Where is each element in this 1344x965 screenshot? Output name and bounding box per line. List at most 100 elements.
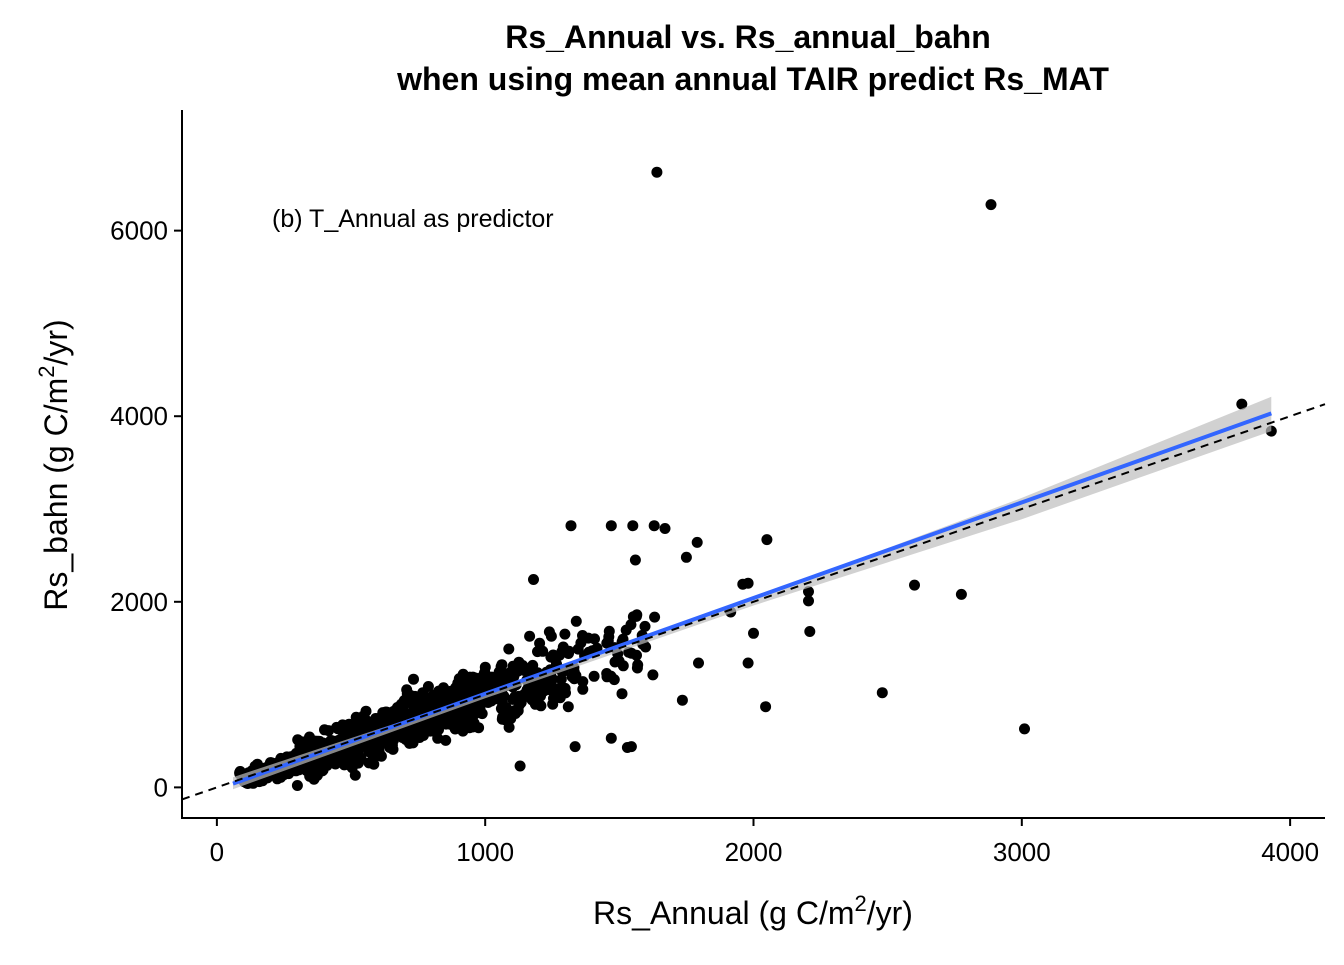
data-point [464,671,476,683]
data-point [569,741,581,753]
data-point [479,661,491,673]
data-point [291,780,303,791]
y-tick-label: 6000 [110,216,168,246]
data-point [415,704,427,716]
data-point [319,724,330,736]
x-axis-ticks: 0 1000 2000 3000 4000 [210,818,1319,867]
y-tick-label: 2000 [110,587,168,617]
chart-subtitle: when using mean annual TAIR predict Rs_M… [396,61,1109,97]
data-point [448,709,460,721]
data-point [560,687,571,699]
data-point [570,615,582,627]
y-tick-label: 4000 [110,401,168,431]
y-axis-title-superscript: 2 [34,365,59,377]
one-to-one-line [181,403,1326,801]
data-point [680,551,692,563]
data-point [251,760,262,771]
data-point [505,713,517,725]
data-point [647,669,659,681]
data-point [760,701,772,713]
data-point [473,722,485,734]
data-point [803,586,814,598]
data-point [742,657,754,669]
data-point [609,656,621,668]
data-point [603,625,615,637]
x-axis-title-main: Rs_Annual (g C/m [593,895,854,931]
data-point [514,760,526,772]
data-point [538,682,549,694]
data-point [503,721,515,733]
data-point [625,741,637,753]
data-point [352,757,364,769]
data-point [605,732,617,744]
x-tick-label: 1000 [456,837,514,867]
data-point [420,718,432,730]
data-point [503,643,515,655]
data-point [955,588,967,600]
data-point [440,734,452,746]
data-point [589,633,600,645]
y-axis-title-main: Rs_bahn (g C/m [38,378,74,611]
data-point [341,723,353,734]
data-point [537,645,549,657]
data-point [424,700,436,712]
data-point [351,723,363,735]
data-point [513,699,525,711]
data-point [648,520,660,532]
data-point [530,689,542,701]
data-point [380,706,392,718]
x-tick-label: 2000 [725,837,783,867]
data-point [616,688,628,700]
data-point [562,701,574,713]
x-tick-label: 3000 [993,837,1051,867]
data-point [384,736,396,748]
data-point [304,731,315,743]
x-tick-label: 4000 [1261,837,1319,867]
data-point [292,734,304,746]
data-point [519,691,531,703]
data-point [300,764,312,776]
data-point [570,670,582,681]
data-point [676,694,688,706]
data-point [357,710,369,722]
y-axis-title: Rs_bahn (g C/m2/yr) [34,319,74,610]
confidence-band [233,396,1272,790]
data-point [605,520,617,532]
data-point [468,701,480,713]
data-point [490,672,502,684]
data-point [405,737,417,748]
data-point [308,773,320,785]
data-point [547,698,559,710]
data-point [512,665,524,677]
data-point [617,660,629,672]
data-point [524,630,536,642]
data-point [985,199,997,211]
data-point [372,713,384,724]
data-point [691,536,703,548]
data-point [625,619,637,631]
x-axis-title: Rs_Annual (g C/m2/yr) [593,891,913,931]
y-tick-label: 0 [154,772,168,802]
data-point [632,659,644,671]
data-point [601,668,613,679]
data-point [433,690,445,702]
x-axis-title-unit: /yr) [867,895,913,931]
data-point [693,657,704,669]
data-point [748,627,759,639]
data-point [804,626,816,637]
data-point [876,687,888,699]
chart-annotation: (b) T_Annual as predictor [272,205,554,233]
data-point [559,628,571,640]
data-point [761,534,773,546]
data-point [404,689,416,701]
data-point [625,647,637,659]
data-point [803,595,814,607]
data-point [364,738,376,750]
data-point [659,523,671,534]
data-point [440,718,452,730]
data-point [495,661,507,673]
data-point [565,520,577,532]
data-point [535,700,547,712]
plot-area [181,166,1326,801]
